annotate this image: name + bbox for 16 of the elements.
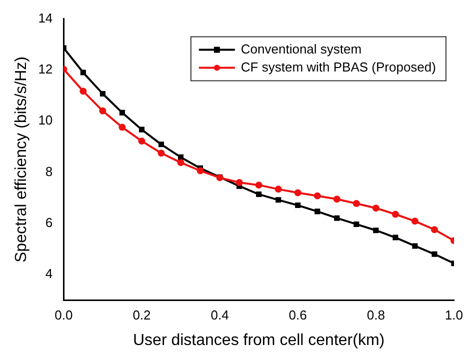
x-tick-label: 0.8 bbox=[366, 308, 385, 323]
y-tick-label: 4 bbox=[45, 266, 53, 282]
y-tick-label: 10 bbox=[38, 112, 53, 128]
legend-label: CF system with PBAS (Proposed) bbox=[240, 59, 436, 74]
x-tick-label: 0.0 bbox=[54, 308, 73, 323]
x-axis-title: User distances from cell center(km) bbox=[133, 332, 385, 349]
x-tick-label: 1.0 bbox=[444, 308, 464, 323]
y-axis-title: Spectral efficiency (bits/s/Hz) bbox=[13, 56, 30, 262]
x-tick-label: 0.2 bbox=[132, 308, 151, 323]
x-tick-label: 0.6 bbox=[288, 308, 307, 323]
x-tick-label: 0.4 bbox=[210, 308, 229, 323]
legend-label: Conventional system bbox=[240, 41, 362, 56]
y-tick-label: 14 bbox=[38, 10, 53, 26]
y-tick-label: 6 bbox=[45, 215, 53, 230]
y-tick-label: 8 bbox=[45, 164, 53, 179]
y-tick-label: 12 bbox=[38, 62, 53, 77]
